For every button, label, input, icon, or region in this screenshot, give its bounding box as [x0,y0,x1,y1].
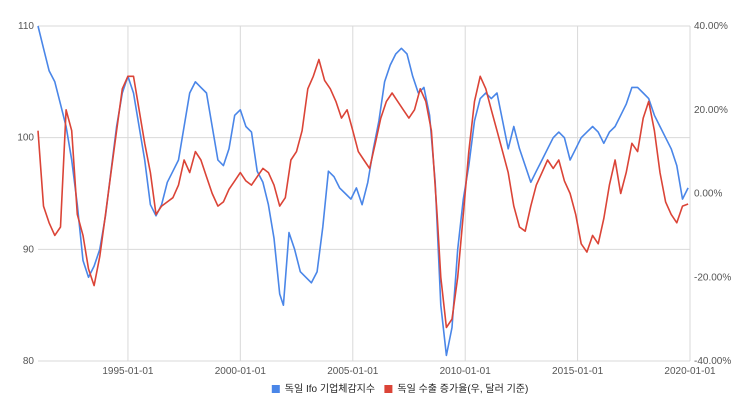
y-left-tick-label: 80 [23,356,35,367]
y-left-tick-label: 100 [17,133,34,144]
series-line-export-growth [37,58,689,329]
x-tick-label: 2020-01-01 [664,366,716,377]
x-tick-label: 2005-01-01 [327,366,379,377]
y-right-tick-label: 0.00% [694,189,722,200]
y-left-tick-label: 90 [23,244,35,255]
chart-axis-labels: 80 90 100 110 -40.00% -20.00% 0.00% 20.00% 40.00… [17,21,731,377]
legend-swatch [271,385,280,393]
chart-gridlines [38,25,691,362]
y-right-tick-label: 20.00% [694,105,728,116]
chart-series-layer [37,25,689,357]
chart-legend: 독일 Ifo 기업체감지수 독일 수출 증가율(우, 달러 기준) [271,382,528,395]
y-right-tick-label: -20.00% [694,272,731,283]
x-tick-label: 1995-01-01 [102,366,154,377]
series-line-ifo-index [37,25,689,357]
legend-label: 독일 Ifo 기업체감지수 [285,382,375,395]
x-tick-label: 2000-01-01 [215,366,267,377]
legend-swatch [384,385,393,393]
x-tick-label: 2010-01-01 [440,366,492,377]
legend-label: 독일 수출 증가율(우, 달러 기준) [397,383,528,395]
y-right-tick-label: 40.00% [694,21,728,32]
legend-item: 독일 수출 증가율(우, 달러 기준) [384,383,528,395]
x-tick-label: 2015-01-01 [552,366,604,377]
legend-item: 독일 Ifo 기업체감지수 [271,382,375,395]
y-left-tick-label: 110 [18,21,34,32]
y-right-tick-label: -40.00% [694,356,731,367]
